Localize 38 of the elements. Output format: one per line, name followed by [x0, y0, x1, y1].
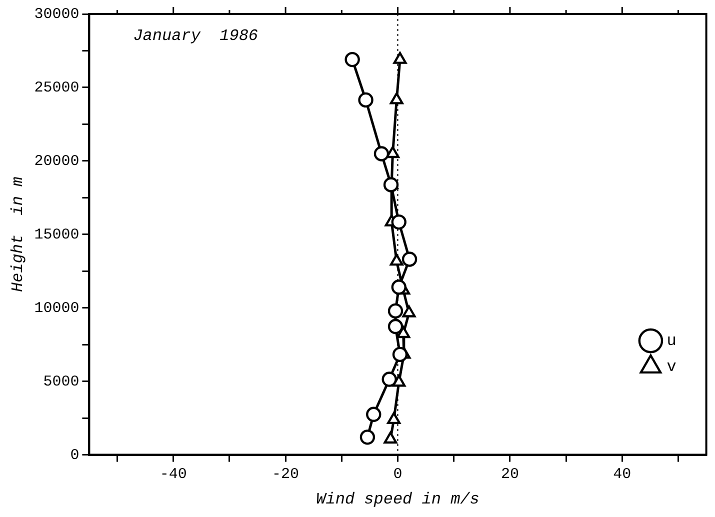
point: [344, 52, 360, 68]
point: [388, 318, 404, 334]
y-tick-label: 30000: [34, 6, 80, 23]
y-axis-title: Height in m: [8, 176, 27, 292]
point: [386, 146, 400, 158]
legend-label: u: [666, 332, 676, 350]
point: [402, 305, 416, 318]
point: [358, 92, 374, 108]
point: [374, 146, 390, 162]
point: [391, 214, 406, 230]
point: [402, 252, 418, 267]
x-tick-label: 20: [500, 466, 519, 483]
point: [391, 280, 406, 295]
y-tick-label: 5000: [43, 373, 80, 390]
x-tick-label: -40: [160, 466, 187, 483]
point: [393, 52, 407, 64]
point: [366, 406, 382, 422]
point: [384, 432, 398, 444]
point: [388, 303, 404, 319]
point: [392, 346, 408, 362]
x-tick-label: -20: [272, 466, 300, 483]
point: [382, 372, 397, 387]
x-axis-title: Wind speed in m/s: [316, 490, 480, 509]
y-tick-label: 15000: [34, 226, 80, 244]
x-tick-label: 40: [613, 466, 632, 483]
point: [390, 92, 404, 104]
y-tick-label: 0: [70, 446, 80, 464]
y-tick-label: 20000: [34, 152, 80, 170]
point: [387, 412, 401, 424]
point: [383, 177, 399, 192]
y-tick-label: 25000: [34, 79, 80, 96]
legend-label: v: [666, 358, 677, 376]
point: [396, 326, 410, 338]
y-tick-label: 10000: [34, 300, 80, 317]
point: [390, 254, 404, 266]
annotation: January 1986: [133, 27, 258, 45]
point: [360, 430, 376, 445]
x-tick-label: 0: [393, 466, 402, 483]
